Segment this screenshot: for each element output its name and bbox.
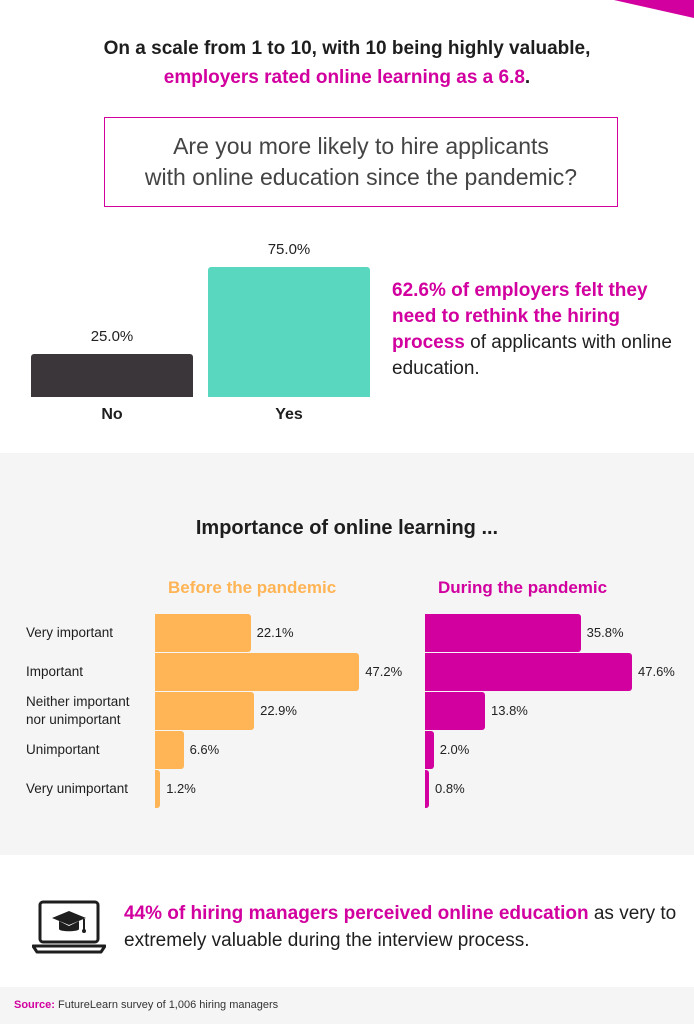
corner-accent xyxy=(614,0,694,18)
stat-highlight: 62.6% of employers felt they need to ret… xyxy=(392,280,648,353)
category-label-3: Neither important nor unimportant xyxy=(26,694,130,727)
bar-no-value: 25.0% xyxy=(90,327,134,345)
source-label: Source: xyxy=(14,999,55,1011)
series-title-during: During the pandemic xyxy=(438,578,608,597)
bar-during-5 xyxy=(425,770,429,808)
bar-during-2 xyxy=(425,653,632,691)
rethink-stat: 62.6% of employers felt they need to ret… xyxy=(392,278,682,382)
footer-rest: as very to extremely valuable during the… xyxy=(124,903,677,951)
question-box: Are you more likely to hire applicants w… xyxy=(104,117,618,207)
bar-during-1 xyxy=(425,614,581,652)
bar-during-3-value: 13.8% xyxy=(491,703,528,718)
bar-before-1-value: 22.1% xyxy=(256,625,294,640)
category-label-1: Very important xyxy=(26,625,114,640)
bar-yes-label: Yes xyxy=(275,406,303,423)
bar-before-3-value: 22.9% xyxy=(260,703,297,718)
bar-during-4 xyxy=(425,731,434,769)
laptop-graduation-cap-icon xyxy=(32,900,106,954)
bar-before-4 xyxy=(155,731,184,769)
bar-before-4-value: 6.6% xyxy=(189,742,220,757)
footer-highlight: 44% of hiring managers perceived online … xyxy=(124,903,589,924)
bar-no xyxy=(31,353,193,397)
bar-yes-value: 75.0% xyxy=(267,241,311,258)
importance-title: Importance of online learning ... xyxy=(195,517,499,539)
category-label-4: Unimportant xyxy=(26,742,100,757)
bar-during-3 xyxy=(425,692,485,730)
category-label-5: Very unimportant xyxy=(26,781,129,796)
question-line1: Are you more likely to hire applicants xyxy=(173,133,549,159)
headline: On a scale from 1 to 10, with 10 being h… xyxy=(0,34,694,92)
bar-during-4-value: 2.0% xyxy=(439,742,470,757)
series-title-before: Before the pandemic xyxy=(168,578,337,597)
bar-during-5-value: 0.8% xyxy=(435,781,465,796)
bar-before-2 xyxy=(155,653,360,691)
headline-highlight: employers rated online learning as a 6.8 xyxy=(163,67,525,88)
source-note: Source: FutureLearn survey of 1,006 hiri… xyxy=(14,999,278,1011)
headline-line1: On a scale from 1 to 10, with 10 being h… xyxy=(103,38,591,59)
category-label-2: Important xyxy=(26,664,84,679)
footer-stat: 44% of hiring managers perceived online … xyxy=(124,900,684,954)
headline-period: . xyxy=(524,67,531,88)
bar-during-2-value: 47.6% xyxy=(638,664,675,679)
bar-before-5 xyxy=(155,770,161,808)
bar-before-1 xyxy=(155,614,251,652)
bar-no-label: No xyxy=(101,406,123,423)
source-bar xyxy=(0,987,694,1024)
bar-before-2-value: 47.2% xyxy=(365,664,403,679)
bar-before-5-value: 1.2% xyxy=(166,781,196,796)
question-line2: with online education since the pandemic… xyxy=(144,164,578,190)
bar-during-1-value: 35.8% xyxy=(586,625,624,640)
stat-rest: of applicants with online education. xyxy=(392,332,672,379)
source-text: FutureLearn survey of 1,006 hiring manag… xyxy=(54,999,279,1011)
bar-before-3 xyxy=(155,692,255,730)
bar-yes xyxy=(208,267,370,397)
headline-line2: employers rated online learning as a 6.8… xyxy=(0,63,694,92)
